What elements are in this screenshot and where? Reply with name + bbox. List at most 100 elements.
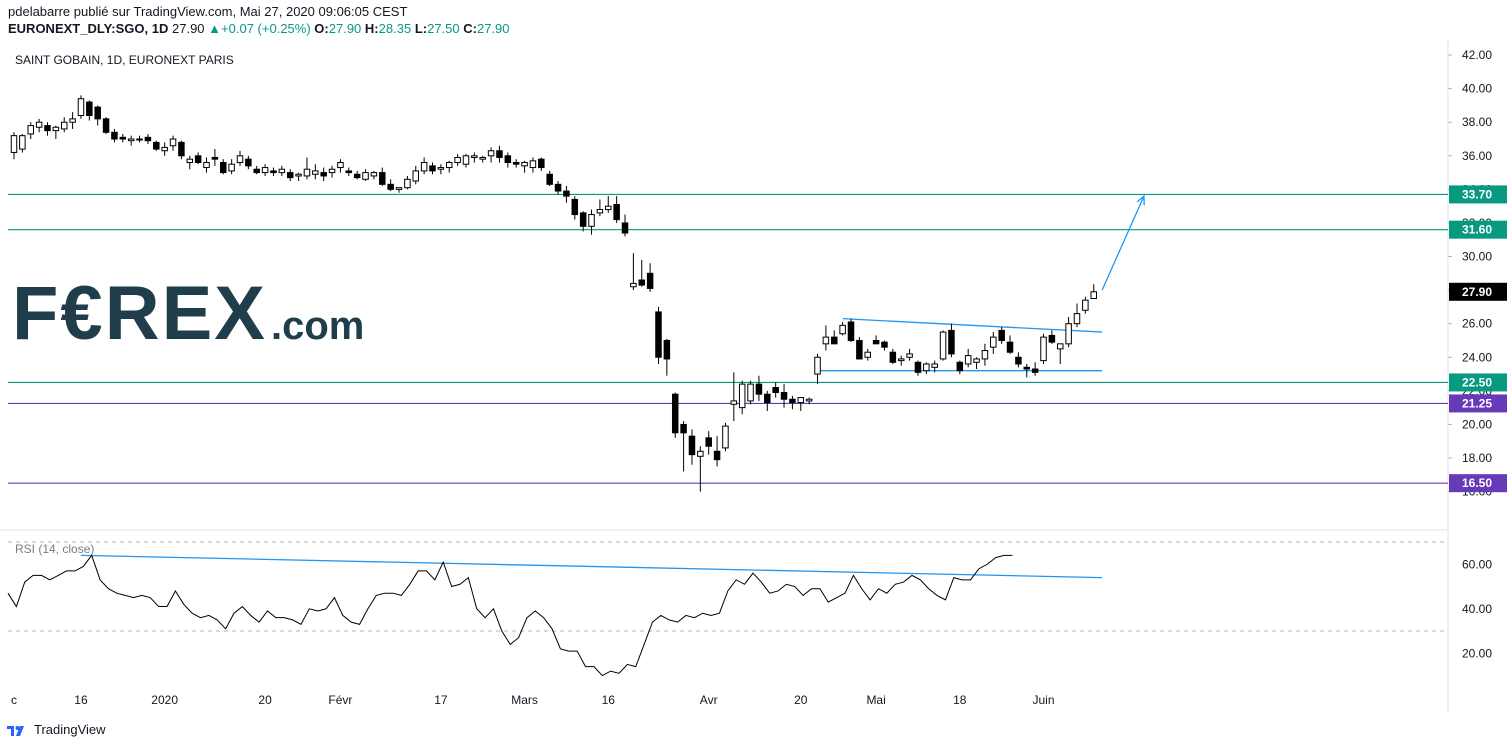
rsi-y-tick-label: 20.00: [1462, 646, 1492, 660]
x-tick-label: c: [11, 693, 17, 707]
candle-body: [203, 162, 210, 169]
forex-logo-text: F€REX: [12, 271, 267, 356]
x-tick-label: 20: [794, 693, 808, 707]
candle-body: [1006, 341, 1014, 353]
rsi-y-tick-label: 60.00: [1462, 557, 1492, 571]
y-tick-label: 18.00: [1462, 451, 1492, 465]
candle-body: [831, 336, 838, 345]
publish-info: pdelabarre publié sur TradingView.com, M…: [8, 4, 407, 19]
candle-body: [588, 214, 595, 227]
high-label: H:: [364, 21, 379, 36]
x-tick-label: 2020: [151, 693, 178, 707]
x-tick-label: 16: [602, 693, 616, 707]
y-tick-label: 26.00: [1462, 317, 1492, 331]
candle-body: [1082, 299, 1089, 311]
candle-body: [153, 141, 160, 150]
level-tag: [1449, 373, 1507, 392]
rsi-line: [7, 554, 1013, 677]
candle-body: [948, 329, 955, 355]
candle-body: [990, 336, 997, 348]
tradingview-footer[interactable]: TradingView: [6, 722, 106, 737]
level-tag: [1449, 185, 1507, 204]
level-tag-label: 31.60: [1462, 223, 1492, 237]
candle-body: [1040, 336, 1047, 362]
candle-body: [345, 170, 353, 174]
candle-body: [822, 336, 830, 345]
candle-body: [445, 162, 453, 169]
candle-body: [178, 141, 185, 157]
candle-body: [387, 183, 394, 190]
candle-body: [236, 155, 244, 164]
last-price-tag-label: 27.90: [1462, 285, 1492, 299]
candle-body: [579, 212, 587, 227]
candle-body: [161, 146, 168, 152]
candle-body: [1023, 366, 1031, 370]
level-tag-label: 21.25: [1462, 396, 1492, 410]
candle-body: [295, 173, 302, 177]
x-tick-label: Févr: [328, 693, 352, 707]
candle-body: [605, 205, 612, 211]
candle-body: [596, 209, 604, 214]
candle-body: [671, 393, 679, 434]
candle-body: [119, 136, 127, 140]
y-tick-label: 30.00: [1462, 250, 1492, 264]
open-label: O:: [314, 21, 329, 36]
level-tag: [1449, 394, 1507, 413]
y-tick-label: 20.00: [1462, 417, 1492, 431]
symbol-name: EURONEXT_DLY:SGO, 1D: [8, 21, 169, 36]
candle-body: [964, 355, 972, 365]
candle-body: [998, 329, 1005, 341]
candle-body: [730, 400, 738, 405]
last-price-tag: [1449, 282, 1507, 301]
y-tick-label: 40.00: [1462, 82, 1492, 96]
candle-body: [864, 351, 871, 358]
candle-body: [420, 162, 428, 172]
candle-body: [111, 131, 118, 140]
candle-body: [563, 190, 570, 197]
candle-body: [144, 136, 152, 142]
close-value: 27.90: [476, 21, 510, 36]
candle-body: [814, 356, 821, 375]
candle-body: [261, 167, 269, 174]
candle-body: [621, 222, 629, 234]
candle-body: [897, 358, 905, 362]
candle-body: [362, 172, 369, 180]
candle-body: [755, 383, 763, 395]
candle-body: [738, 383, 746, 409]
x-tick-label: Avr: [700, 693, 718, 707]
candle-body: [127, 138, 135, 142]
candle-body: [312, 170, 319, 175]
y-tick-label: 36.00: [1462, 149, 1492, 163]
chart-title: SAINT GOBAIN, 1D, EURONEXT PARIS: [15, 53, 234, 67]
open-value: 27.90: [328, 21, 362, 36]
forex-logo-suffix: .com: [270, 304, 365, 348]
low-label: L:: [414, 21, 428, 36]
publish-info-text: pdelabarre publié sur TradingView.com, M…: [8, 4, 408, 19]
y-tick-label: 24.00: [1462, 350, 1492, 364]
candle-body: [697, 450, 704, 457]
close-label: C:: [463, 21, 477, 36]
candle-body: [136, 138, 143, 141]
triangle-up-icon: ▲: [208, 21, 222, 36]
candle-body: [245, 158, 252, 167]
candle-body: [504, 155, 512, 164]
candle-body: [847, 321, 855, 341]
candle-body: [1015, 356, 1022, 365]
level-tag-label: 22.50: [1462, 375, 1492, 389]
y-tick-label: 42.00: [1462, 48, 1492, 62]
candle-body: [77, 98, 85, 117]
low-value: 27.50: [427, 21, 460, 36]
candle-body: [320, 172, 327, 177]
candle-body: [638, 279, 645, 286]
candle-body: [102, 118, 110, 133]
x-tick-label: 18: [953, 693, 967, 707]
x-tick-label: 16: [74, 693, 88, 707]
candle-body: [939, 331, 947, 360]
candle-body: [538, 158, 545, 169]
x-tick-label: 20: [258, 693, 272, 707]
candle-body: [655, 311, 662, 358]
candle-body: [889, 351, 897, 363]
candle-body: [747, 383, 754, 402]
candle-body: [211, 156, 219, 160]
